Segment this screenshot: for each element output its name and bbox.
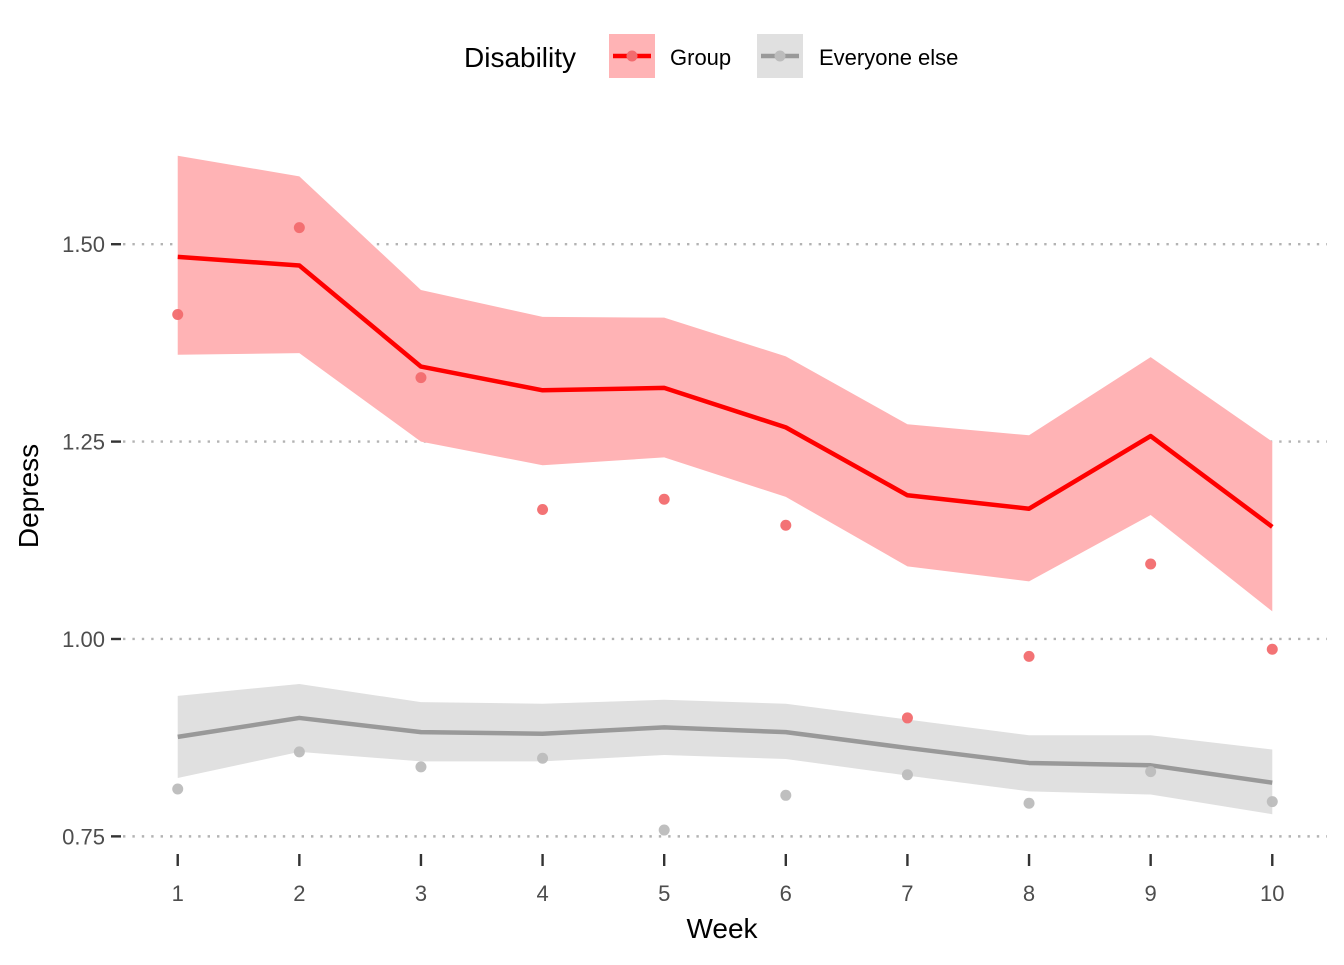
data-point-group (537, 504, 549, 516)
data-point-everyone-else (1145, 766, 1157, 778)
x-tick-label: 7 (901, 881, 913, 906)
x-tick-label: 1 (172, 881, 184, 906)
series-line-group (177, 254, 1274, 529)
y-tick-label: 0.75 (62, 824, 105, 849)
series-line-everyone-else (177, 715, 1273, 785)
data-point-group (1145, 558, 1157, 570)
data-point-group (293, 222, 305, 234)
data-point-group (901, 712, 913, 724)
x-tick-label: 6 (780, 881, 792, 906)
data-point-everyone-else (1266, 796, 1278, 808)
legend: Disability Group Everyone else (464, 34, 958, 78)
data-point-group (172, 308, 184, 320)
x-axis-title: Week (686, 913, 758, 944)
data-point-group (1023, 650, 1035, 662)
data-point-everyone-else (658, 824, 670, 836)
x-tick-label: 5 (658, 881, 670, 906)
x-tick-label: 4 (536, 881, 548, 906)
confidence-ribbon-group (177, 155, 1273, 612)
x-tick-label: 2 (293, 881, 305, 906)
data-point-everyone-else (780, 789, 792, 801)
legend-key-point (774, 50, 786, 62)
legend-title: Disability (464, 42, 576, 73)
x-tick-label: 8 (1023, 881, 1035, 906)
data-point-everyone-else (537, 752, 549, 764)
data-point-everyone-else (172, 783, 184, 795)
data-point-group (780, 519, 792, 531)
confidence-ribbon-everyone-else (177, 683, 1273, 815)
y-tick-label: 1.50 (62, 232, 105, 257)
x-tick-label: 10 (1260, 881, 1284, 906)
y-tick-label: 1.00 (62, 627, 105, 652)
x-tick-label: 3 (415, 881, 427, 906)
legend-label-everyone-else: Everyone else (819, 45, 958, 70)
data-point-everyone-else (1023, 797, 1035, 809)
x-axis: 1 2 3 4 5 6 7 8 9 10 (172, 854, 1285, 906)
data-point-group (415, 372, 427, 384)
data-point-group (658, 493, 670, 505)
legend-key-everyone-else[interactable] (757, 34, 803, 78)
data-point-everyone-else (415, 761, 427, 773)
y-axis-title: Depress (13, 444, 44, 548)
data-point-group (1266, 643, 1278, 655)
y-axis: 0.75 1.00 1.25 1.50 (62, 232, 121, 849)
data-point-everyone-else (293, 746, 305, 758)
plot-area (172, 155, 1278, 836)
legend-key-group[interactable] (609, 34, 655, 78)
legend-key-point (626, 50, 638, 62)
y-tick-label: 1.25 (62, 430, 105, 455)
x-tick-label: 9 (1145, 881, 1157, 906)
data-point-everyone-else (901, 769, 913, 781)
legend-label-group: Group (670, 45, 731, 70)
